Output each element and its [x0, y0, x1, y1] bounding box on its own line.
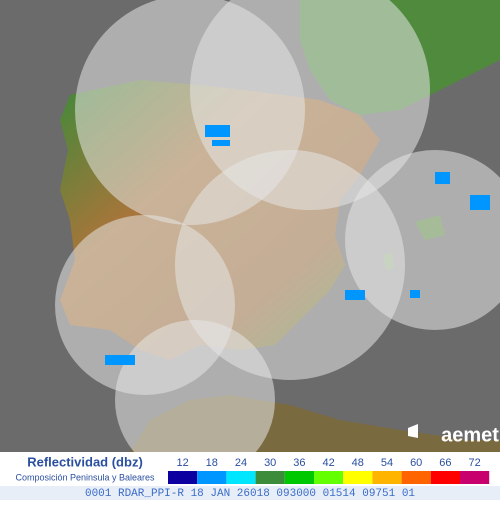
legend-value: 66 [439, 457, 451, 469]
legend-swatch [460, 471, 490, 484]
legend-swatch [226, 471, 256, 484]
legend-value: 54 [381, 457, 393, 469]
radar-coverage [55, 0, 500, 480]
legend-value: 48 [352, 457, 364, 469]
legend-swatch [430, 471, 460, 484]
legend-value: 42 [322, 457, 334, 469]
footer-bar [0, 486, 500, 500]
legend-value: 60 [410, 457, 422, 469]
legend-value: 18 [206, 457, 218, 469]
legend-value: 30 [264, 457, 276, 469]
legend-swatch [284, 471, 314, 484]
footer: 0001 RDAR_PPI-R 18 JAN 26018 093000 0151… [85, 488, 415, 500]
legend-swatch [168, 471, 198, 484]
legend-subtitle: Composición Peninsula y Baleares [15, 472, 155, 482]
echoes [105, 125, 490, 365]
legend-swatch [372, 471, 402, 484]
legend-value: 12 [176, 457, 188, 469]
legend-title: Reflectividad (dbz) [27, 454, 143, 469]
legend-swatch [255, 471, 285, 484]
legend-swatch [314, 471, 344, 484]
legend-swatch [343, 471, 373, 484]
legend-value: 72 [468, 457, 480, 469]
logo-icon [408, 424, 418, 438]
legend-swatch [197, 471, 227, 484]
legend-value: 36 [293, 457, 305, 469]
legend-swatch [401, 471, 431, 484]
logo: aemet [441, 424, 499, 446]
legend-value: 24 [235, 457, 247, 469]
